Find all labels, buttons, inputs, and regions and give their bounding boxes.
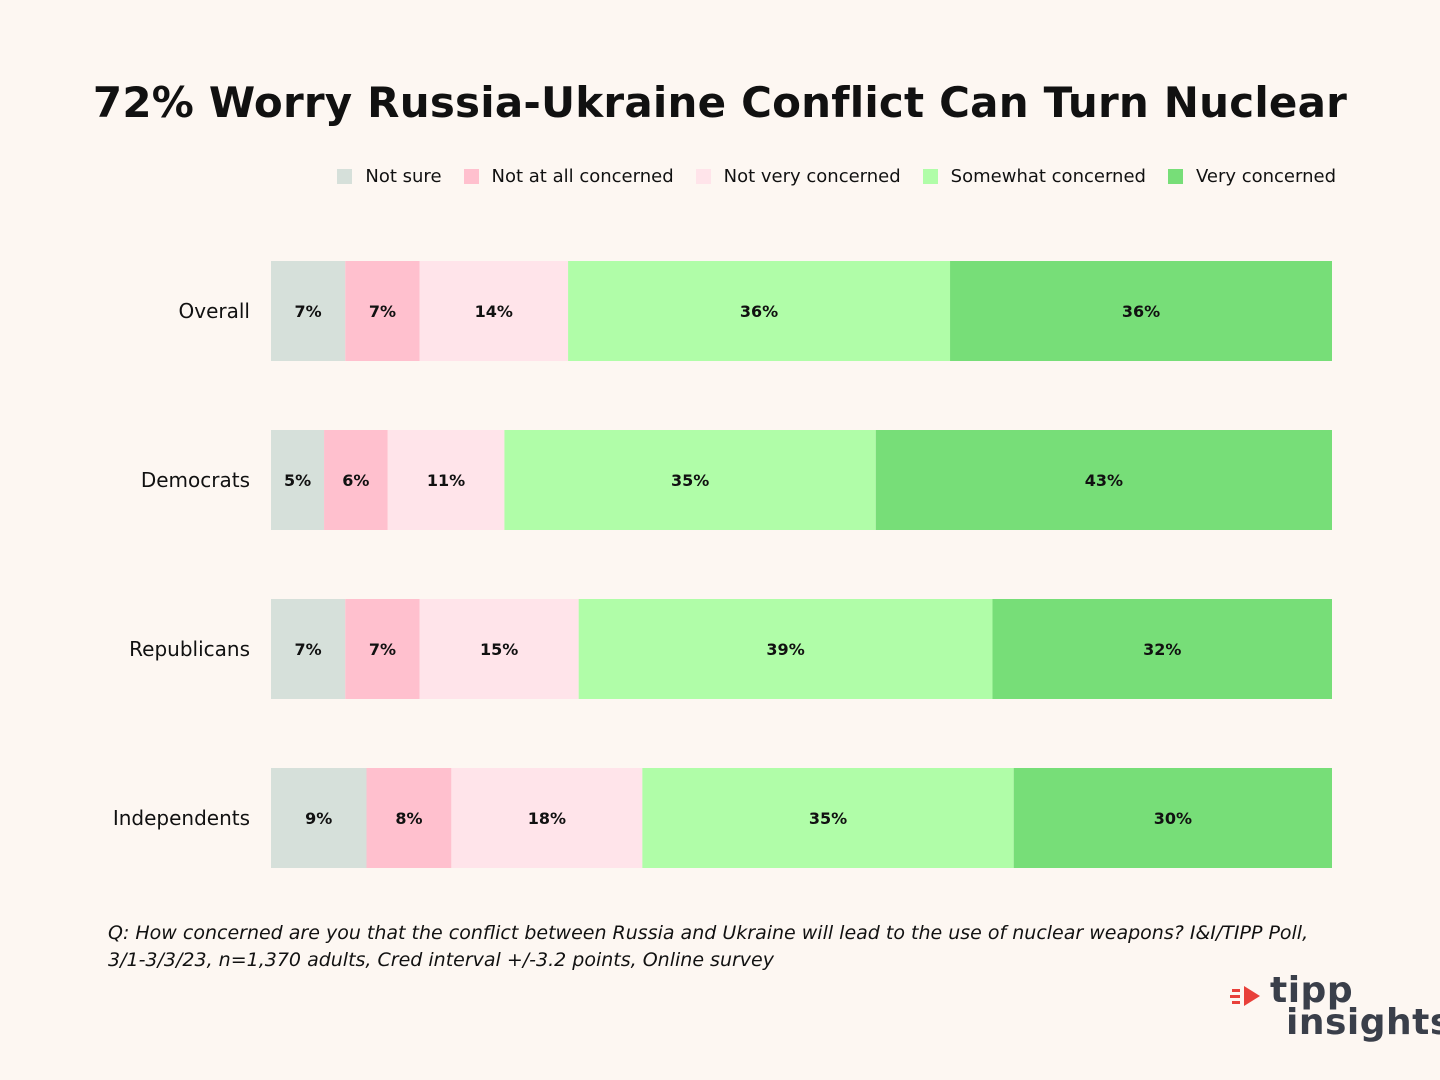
bar-segment — [875, 430, 1332, 530]
bar-segment — [642, 768, 1014, 868]
bar-segment — [950, 261, 1332, 361]
logo-arrow-icon — [1230, 986, 1260, 1006]
bar-value-label: 15% — [480, 640, 518, 659]
bar-value-label: 7% — [369, 640, 396, 659]
chart-legend: Not sure Not at all concerned Not very con… — [315, 166, 1336, 187]
bar-segment — [345, 599, 420, 699]
tipp-insights-logo: tipp insights — [1230, 970, 1440, 1054]
bar-segment — [578, 599, 993, 699]
bar-segment — [419, 599, 579, 699]
bar-value-label: 9% — [305, 809, 332, 828]
legend-label: Not at all concerned — [491, 166, 674, 187]
bar-value-label: 5% — [284, 471, 311, 490]
legend-item: Very concerned — [1167, 166, 1336, 187]
bar-segment — [271, 599, 346, 699]
legend-item: Somewhat concerned — [922, 166, 1146, 187]
category-label: Republicans — [129, 637, 250, 661]
legend-label: Not very concerned — [723, 166, 901, 187]
bar-segment — [271, 261, 346, 361]
bar-segment — [271, 430, 325, 530]
bar-value-label: 18% — [528, 809, 566, 828]
bar-value-label: 6% — [342, 471, 369, 490]
legend-label: Not sure — [365, 166, 442, 187]
category-label: Democrats — [141, 468, 250, 492]
bar-segment — [504, 430, 876, 530]
bar-value-label: 7% — [295, 640, 322, 659]
logo-text-insights: insights — [1286, 1002, 1440, 1043]
legend-swatch — [695, 169, 711, 184]
bar-segment — [366, 768, 452, 868]
bar-value-label: 35% — [809, 809, 847, 828]
bar-segment — [324, 430, 388, 530]
bar-value-label: 36% — [1122, 302, 1160, 321]
bar-value-label: 36% — [740, 302, 778, 321]
legend-item: Not at all concerned — [463, 166, 674, 187]
legend-swatch — [337, 169, 353, 184]
bar-value-label: 7% — [369, 302, 396, 321]
bar-segment — [387, 430, 505, 530]
legend-swatch — [463, 169, 479, 184]
category-label: Overall — [179, 299, 250, 323]
bar-value-label: 8% — [395, 809, 422, 828]
legend-swatch — [1167, 169, 1183, 184]
bar-segment — [1013, 768, 1332, 868]
bar-value-label: 7% — [295, 302, 322, 321]
survey-footnote: Q: How concerned are you that the confli… — [108, 922, 1309, 971]
bar-segment — [419, 261, 569, 361]
bar-value-label: 39% — [766, 640, 804, 659]
legend-label: Somewhat concerned — [950, 166, 1146, 187]
legend-item: Not sure — [337, 166, 442, 187]
bar-segment — [568, 261, 951, 361]
bar-value-label: 32% — [1143, 640, 1181, 659]
bar-value-label: 35% — [671, 471, 709, 490]
bar-segment — [271, 768, 367, 868]
bar-value-label: 43% — [1085, 471, 1123, 490]
bar-value-label: 11% — [427, 471, 465, 490]
legend-label: Very concerned — [1195, 166, 1336, 187]
bar-segment — [451, 768, 643, 868]
legend-item: Not very concerned — [695, 166, 901, 187]
chart-title: 72% Worry Russia-Ukraine Conflict Can Tu… — [92, 78, 1348, 127]
logo-text-tipp: tipp — [1270, 970, 1354, 1011]
legend-swatch — [922, 169, 938, 184]
bar-value-label: 30% — [1154, 809, 1192, 828]
bar-value-label: 14% — [475, 302, 513, 321]
bar-segment — [345, 261, 420, 361]
category-label: Independents — [113, 806, 250, 830]
bar-segment — [992, 599, 1332, 699]
